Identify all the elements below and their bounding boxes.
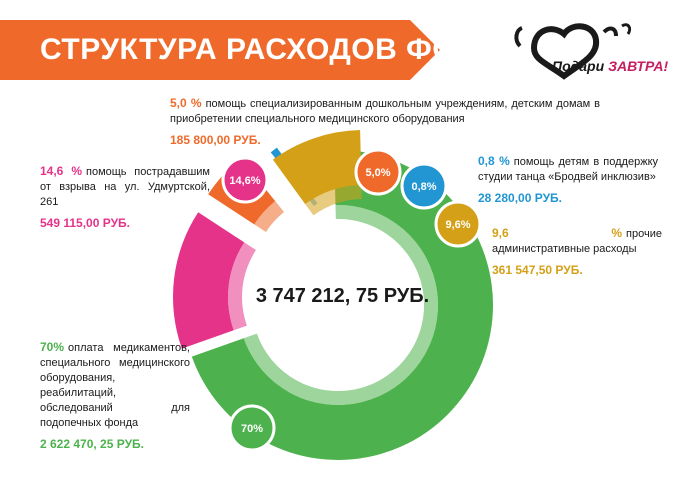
slice-badge-0-8 — [400, 162, 448, 210]
logo-text: Подари ЗАВТРА! — [552, 58, 669, 74]
annotation-slice-0-8: 0,8 % помощь детям в поддержку студии тан… — [478, 154, 659, 205]
annotation-slice-5-0: 5,0 % помощь специализированным дошкольны… — [170, 96, 600, 147]
slice-label-0-8: 0,8% — [411, 181, 436, 193]
slice-badge-5-0 — [354, 148, 402, 196]
annotation-slice-9-6: 9,6 % прочие административные расходы 361… — [492, 226, 662, 277]
slice-badge-70 — [228, 404, 276, 452]
slice-badge-9-6 — [434, 200, 482, 248]
slice-badge-14-6 — [221, 156, 269, 204]
annotation-slice-14-6: 14,6 % помощь пострадавшим от взрыва на у… — [40, 164, 210, 230]
hands-heart-icon — [514, 23, 632, 80]
page-title: СТРУКТУРА РАСХОДОВ ФОНДА — [40, 33, 523, 66]
slice-label-70: 70% — [241, 423, 263, 435]
donut-slice-inner-band-5-0 — [254, 201, 285, 233]
slice-label-14-6: 14,6% — [229, 175, 260, 187]
donut-slice-9-6 — [272, 130, 362, 205]
slice-label-5-0: 5,0% — [365, 167, 390, 179]
title-banner: СТРУКТУРА РАСХОДОВ ФОНДА — [0, 20, 522, 80]
donut-slice-14-6 — [172, 212, 245, 349]
donut-slice-70 — [191, 150, 494, 460]
annotation-slice-70: 70% оплата медикаментов, специального мед… — [40, 340, 190, 451]
donut-slice-inner-band-9-6 — [305, 185, 362, 216]
slice-label-9-6: 9,6% — [445, 219, 470, 231]
banner-shape — [0, 20, 440, 80]
foundation-logo: Подари ЗАВТРА! — [512, 18, 672, 80]
donut-hole — [252, 219, 424, 391]
total-amount: 3 747 212, 75 РУБ. — [255, 285, 430, 307]
donut-slice-inner-band-14-6 — [228, 242, 256, 331]
